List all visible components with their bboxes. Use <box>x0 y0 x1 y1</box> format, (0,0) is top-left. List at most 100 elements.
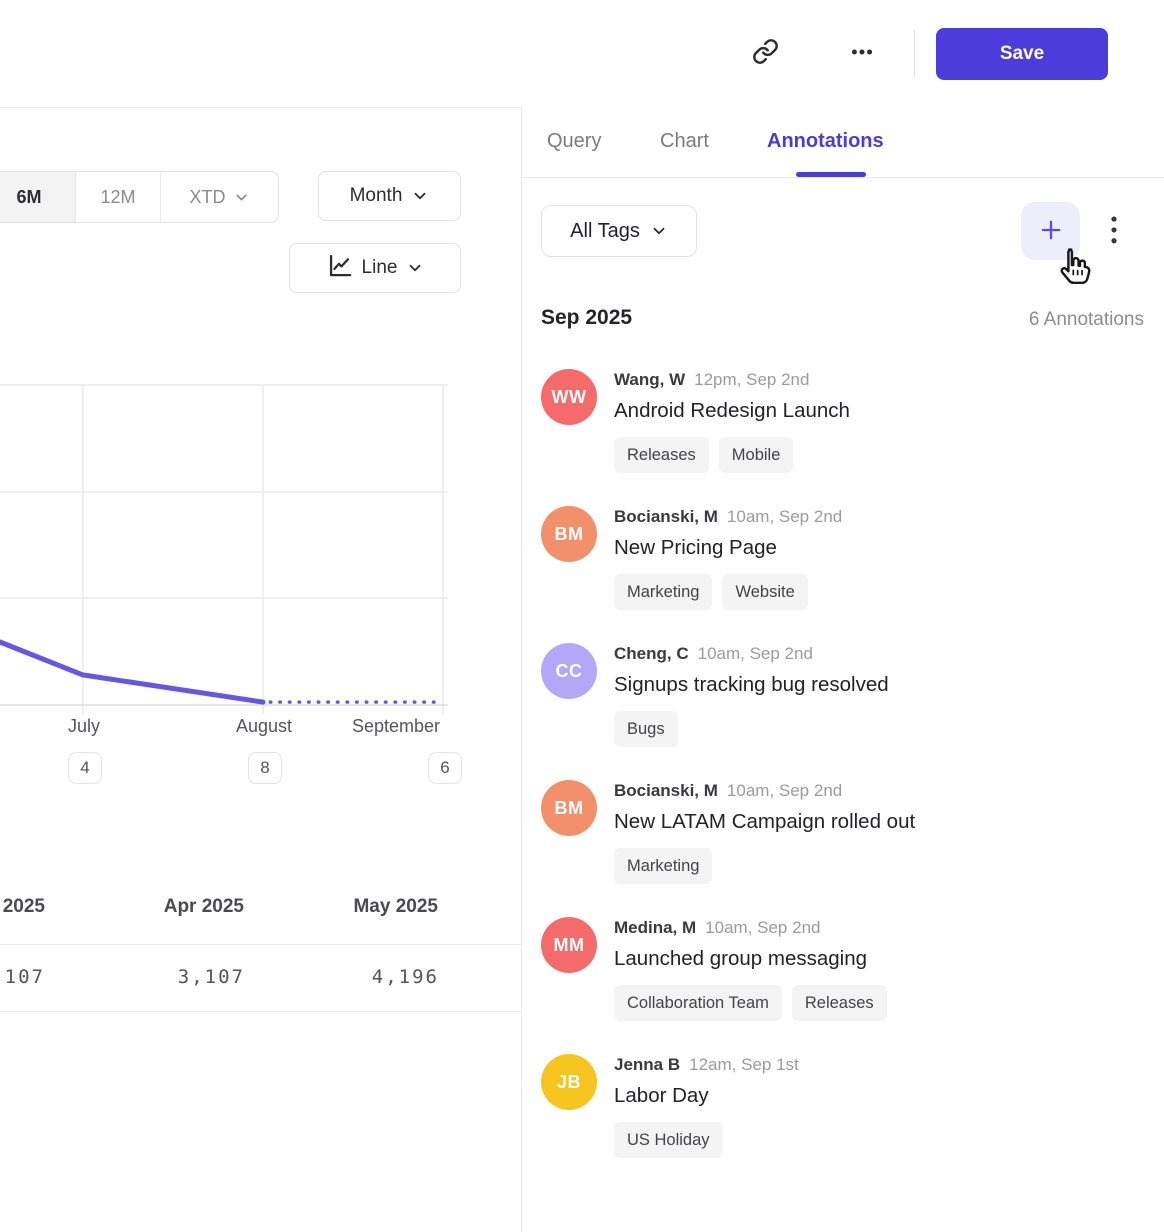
avatar-initials: MM <box>553 934 585 955</box>
annotation-title: Labor Day <box>614 1084 709 1107</box>
annotation-count-badge-september[interactable]: 6 <box>428 752 462 784</box>
add-annotation-button[interactable] <box>1021 202 1080 260</box>
avatar-initials: BM <box>554 797 584 818</box>
tag-pill[interactable]: Website <box>722 574 808 610</box>
annotation-content: Medina, M 10am, Sep 2nd Launched group m… <box>614 917 887 1021</box>
granularity-label: Month <box>349 185 403 206</box>
avatar: MM <box>541 917 597 973</box>
horizontal-ellipsis-icon <box>849 39 875 68</box>
chevron-down-icon <box>650 222 668 240</box>
table-value-col2: 3,107 <box>177 966 245 988</box>
annotation-count-badge-august[interactable]: 8 <box>248 752 282 784</box>
annotation-author: Jenna B <box>614 1055 681 1074</box>
annotation-timestamp: 10am, Sep 2nd <box>705 918 821 937</box>
annotation-item[interactable]: BM Bocianski, M 10am, Sep 2nd New LATAM … <box>541 780 1144 884</box>
annotation-tags: Marketing Website <box>614 574 842 610</box>
active-tab-indicator <box>796 172 866 177</box>
annotation-meta: Bocianski, M 10am, Sep 2nd <box>614 781 915 801</box>
annotation-content: Jenna B 12am, Sep 1st Labor Day US Holid… <box>614 1054 799 1158</box>
x-axis-label-september: September <box>351 716 441 736</box>
annotation-author: Cheng, C <box>614 644 689 663</box>
annotation-author: Medina, M <box>614 918 697 937</box>
avatar: JB <box>541 1054 597 1110</box>
avatar-initials: CC <box>555 660 583 681</box>
avatar: BM <box>541 506 597 562</box>
tag-filter-label: All Tags <box>570 219 640 242</box>
range-xtd-button[interactable]: XTD <box>161 172 278 222</box>
annotation-content: Wang, W 12pm, Sep 2nd Android Redesign L… <box>614 369 850 473</box>
annotation-author: Wang, W <box>614 370 686 389</box>
annotation-timestamp: 10am, Sep 2nd <box>726 507 843 526</box>
chart-series <box>0 639 442 705</box>
table-header-col2: Apr 2025 <box>163 896 244 917</box>
annotation-tags: Collaboration Team Releases <box>614 985 887 1021</box>
annotation-title: Android Redesign Launch <box>614 399 850 422</box>
chart-type-dropdown[interactable]: Line <box>289 243 461 293</box>
series-actual <box>0 639 266 705</box>
tab-annotations[interactable]: Annotations <box>761 129 890 154</box>
avatar-initials: WW <box>551 386 587 407</box>
annotation-timestamp: 10am, Sep 2nd <box>726 781 843 800</box>
tag-pill[interactable]: Collaboration Team <box>614 985 782 1021</box>
granularity-dropdown[interactable]: Month <box>318 171 461 221</box>
annotation-title: New LATAM Campaign rolled out <box>614 810 916 833</box>
annotation-timestamp: 12am, Sep 1st <box>689 1055 799 1074</box>
tag-pill[interactable]: US Holiday <box>614 1122 723 1158</box>
table-header-col1: 2025 <box>2 896 45 917</box>
annotation-timestamp: 10am, Sep 2nd <box>697 644 813 663</box>
chevron-down-icon <box>406 259 424 277</box>
annotation-item[interactable]: BM Bocianski, M 10am, Sep 2nd New Pricin… <box>541 506 1144 610</box>
range-12m-button[interactable]: 12M <box>76 172 161 222</box>
line-chart-icon <box>326 252 353 285</box>
chart-gridlines <box>82 385 444 714</box>
table-divider <box>0 1011 521 1012</box>
annotation-timestamp: 12pm, Sep 2nd <box>694 370 810 389</box>
avatar: BM <box>541 780 597 836</box>
more-actions-button[interactable] <box>840 31 884 75</box>
avatar-initials: BM <box>554 523 584 544</box>
annotation-count-badge-july[interactable]: 4 <box>68 752 102 784</box>
annotation-tags: Releases Mobile <box>614 437 850 473</box>
range-6m-button[interactable]: 6M <box>0 172 76 222</box>
annotation-tags: Marketing <box>614 848 915 884</box>
header-divider <box>914 30 915 78</box>
annotation-item[interactable]: JB Jenna B 12am, Sep 1st Labor Day US Ho… <box>541 1054 1144 1158</box>
table-value-col3: 4,196 <box>371 966 439 988</box>
annotation-item[interactable]: CC Cheng, C 10am, Sep 2nd Signups tracki… <box>541 643 1144 747</box>
chevron-down-icon <box>233 189 250 206</box>
annotation-content: Bocianski, M 10am, Sep 2nd New LATAM Cam… <box>614 780 915 884</box>
x-axis-label-july: July <box>67 716 100 736</box>
tag-pill[interactable]: Releases <box>791 985 887 1021</box>
tag-filter-dropdown[interactable]: All Tags <box>541 205 697 257</box>
annotation-content: Bocianski, M 10am, Sep 2nd New Pricing P… <box>614 506 842 610</box>
annotation-author: Bocianski, M <box>614 507 718 526</box>
copy-link-button[interactable] <box>743 31 787 75</box>
annotation-title: Launched group messaging <box>614 947 868 970</box>
date-range-segmented-control: 6M 12M XTD <box>0 171 279 223</box>
chevron-down-icon <box>411 187 429 205</box>
annotation-item[interactable]: MM Medina, M 10am, Sep 2nd Launched grou… <box>541 917 1144 1021</box>
avatar: CC <box>541 643 597 699</box>
tag-pill[interactable]: Bugs <box>614 711 678 747</box>
avatar: WW <box>541 369 597 425</box>
avatar-initials: JB <box>556 1071 581 1092</box>
tab-query[interactable]: Query <box>541 129 607 154</box>
chain-link-icon <box>752 38 779 68</box>
tab-chart[interactable]: Chart <box>654 129 715 154</box>
tag-pill[interactable]: Marketing <box>614 848 713 884</box>
tag-pill[interactable]: Marketing <box>614 574 713 610</box>
tag-pill[interactable]: Mobile <box>718 437 794 473</box>
chart-type-label: Line <box>361 257 398 278</box>
annotation-meta: Medina, M 10am, Sep 2nd <box>614 918 887 938</box>
plus-icon <box>1037 216 1065 247</box>
annotation-meta: Bocianski, M 10am, Sep 2nd <box>614 507 842 527</box>
annotation-meta: Cheng, C 10am, Sep 2nd <box>614 644 889 664</box>
annotations-menu-button[interactable] <box>1100 206 1128 258</box>
annotation-count-label: 6 Annotations <box>1028 309 1144 330</box>
annotation-list: WW Wang, W 12pm, Sep 2nd Android Redesig… <box>541 369 1144 1158</box>
tag-pill[interactable]: Releases <box>614 437 709 473</box>
table-divider <box>0 944 521 945</box>
annotation-item[interactable]: WW Wang, W 12pm, Sep 2nd Android Redesig… <box>541 369 1144 473</box>
save-button[interactable]: Save <box>936 28 1108 80</box>
